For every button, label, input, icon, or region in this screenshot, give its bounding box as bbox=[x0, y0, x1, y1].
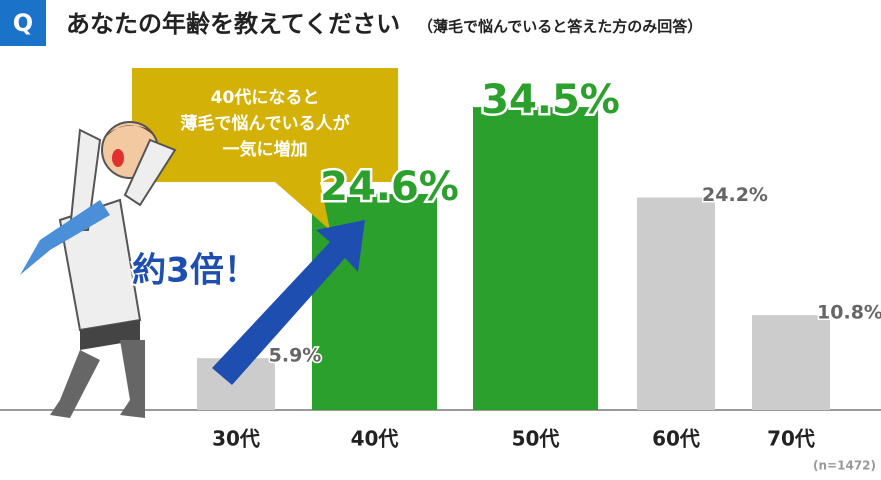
bar bbox=[312, 194, 437, 410]
bar bbox=[473, 107, 598, 410]
bar bbox=[637, 197, 715, 410]
x-tick-label: 40代 bbox=[351, 427, 399, 451]
q-badge-box bbox=[0, 0, 46, 46]
callout-line: 一気に増加 bbox=[223, 139, 308, 160]
value-label: 24.2% bbox=[702, 184, 768, 206]
value-label: 24.6% bbox=[320, 164, 459, 210]
x-tick-label: 50代 bbox=[512, 427, 560, 451]
callout-line: 薄毛で悩んでいる人が bbox=[180, 113, 349, 134]
callout-bubble bbox=[132, 68, 398, 230]
illustration bbox=[20, 121, 177, 418]
value-label: 34.5% bbox=[481, 77, 620, 123]
bar bbox=[752, 315, 830, 410]
chart-title: あなたの年齢を教えてください bbox=[66, 10, 400, 38]
q-badge: Q bbox=[13, 9, 33, 37]
chart-subtitle: （薄毛で悩んでいると答えた方のみ回答） bbox=[418, 18, 702, 36]
growth-arrow bbox=[212, 220, 365, 385]
value-label: 5.9% bbox=[269, 345, 322, 367]
value-label: 10.8% bbox=[817, 302, 881, 324]
annotation: 約3倍！ bbox=[132, 251, 258, 291]
x-tick-label: 70代 bbox=[767, 427, 815, 451]
x-tick-label: 60代 bbox=[652, 427, 700, 451]
sample-note: (n=1472) bbox=[813, 459, 876, 473]
callout-line: 40代になると bbox=[211, 87, 320, 108]
x-tick-label: 30代 bbox=[212, 427, 260, 451]
